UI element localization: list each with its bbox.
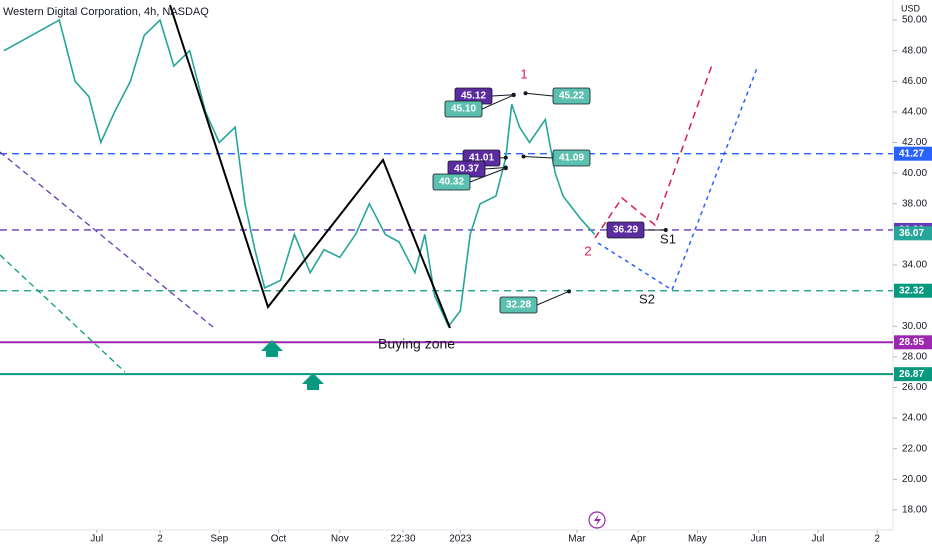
y-tick-label: 38.00 — [902, 198, 927, 209]
trend-line — [0, 151, 214, 328]
projection — [594, 64, 713, 239]
callout-point — [511, 93, 516, 98]
y-tick-label: 22.00 — [902, 443, 927, 454]
up-arrow — [261, 340, 283, 357]
callout-box — [444, 100, 483, 118]
grid — [96, 19, 897, 533]
callout-box — [552, 149, 591, 167]
x-tick-label: Apr — [630, 534, 646, 545]
event-icon — [594, 514, 601, 526]
callout-connector — [536, 290, 570, 306]
price-tag-label: 36.07 — [899, 228, 924, 239]
y-tick-label: 40.00 — [902, 168, 927, 179]
callout-connector — [491, 94, 514, 97]
y-tick-label: 48.00 — [902, 45, 927, 56]
x-tick-label: 2 — [874, 534, 880, 545]
price-tag-label: 28.95 — [899, 337, 924, 348]
y-tick-label: 20.00 — [902, 474, 927, 485]
callout-label: 45.10 — [451, 104, 476, 115]
callout-label: 45.12 — [461, 91, 486, 102]
price-tag-label: 26.87 — [899, 369, 924, 380]
levels — [0, 153, 893, 376]
callout-label: 41.01 — [469, 153, 494, 164]
y-tick-label: 26.00 — [902, 382, 927, 393]
x-tick-label: 2023 — [449, 534, 472, 545]
drawings — [0, 151, 214, 373]
callout-box — [432, 173, 471, 191]
support-label: S2 — [639, 291, 655, 306]
y-tick-label: 18.00 — [902, 505, 927, 516]
trend-line — [0, 254, 126, 373]
y-tick-label: 42.00 — [902, 137, 927, 148]
price-tag — [894, 146, 932, 161]
x-tick-label: Nov — [331, 534, 349, 545]
callout-label: 32.28 — [506, 300, 531, 311]
drawings — [169, 4, 758, 529]
x-tick-label: 2 — [157, 534, 163, 545]
currency: USD — [901, 3, 921, 13]
up-arrow — [302, 373, 324, 390]
callout-point — [503, 155, 508, 160]
event-icon — [588, 511, 606, 529]
callout-label: 36.29 — [613, 225, 638, 236]
x-tick-label: Sep — [210, 534, 228, 545]
price-tag — [894, 226, 932, 241]
price-tag-label: 32.32 — [899, 285, 924, 296]
x-tick-label: Mar — [568, 534, 586, 545]
callout-box — [552, 87, 591, 105]
x-tick-label: May — [688, 534, 707, 545]
y-tick-label: 34.00 — [902, 260, 927, 271]
callout-box — [499, 296, 538, 314]
wave-label: 2 — [584, 243, 591, 258]
wave-label: 1 — [520, 66, 527, 81]
callout-label: 40.37 — [454, 164, 479, 175]
x-tick-label: Jul — [90, 534, 103, 545]
callout-point — [663, 227, 668, 232]
price-tag — [894, 335, 932, 350]
y-tick-label: 24.00 — [902, 413, 927, 424]
price-tag — [894, 367, 932, 382]
price-tag — [894, 283, 932, 298]
price-tag-label: 41.27 — [899, 148, 924, 159]
zone-label: Buying zone — [378, 336, 455, 352]
y-tick-label: 30.00 — [902, 321, 927, 332]
callout-label: 40.32 — [439, 177, 464, 188]
y-tick-label: 44.00 — [902, 107, 927, 118]
y-tick-label: 28.00 — [902, 351, 927, 362]
callout-connector — [523, 155, 554, 159]
price — [3, 18, 596, 328]
x-tick-label: Jul — [812, 534, 825, 545]
callout-point — [521, 154, 526, 159]
x-tick-label: 22:30 — [391, 534, 416, 545]
support-label: S1 — [660, 231, 676, 246]
callout-point — [566, 289, 571, 294]
callout-label: 41.09 — [559, 153, 584, 164]
callout-connector — [469, 167, 506, 183]
callout-point — [503, 166, 508, 171]
y-tick-label: 46.00 — [902, 76, 927, 87]
x-tick-label: Oct — [271, 534, 287, 545]
callout-label: 45.22 — [559, 91, 584, 102]
callout-connector — [525, 92, 554, 97]
chart-title: Western Digital Corporation, 4h, NASDAQ — [3, 6, 209, 18]
wave-line — [169, 4, 451, 329]
x-tick-label: Jun — [751, 534, 767, 545]
callout-connector — [481, 94, 514, 110]
callout-box — [606, 221, 645, 239]
callout-connector — [484, 166, 506, 170]
price-line — [3, 18, 596, 328]
y-tick-label: 50.00 — [902, 15, 927, 26]
callout-point — [523, 91, 528, 96]
